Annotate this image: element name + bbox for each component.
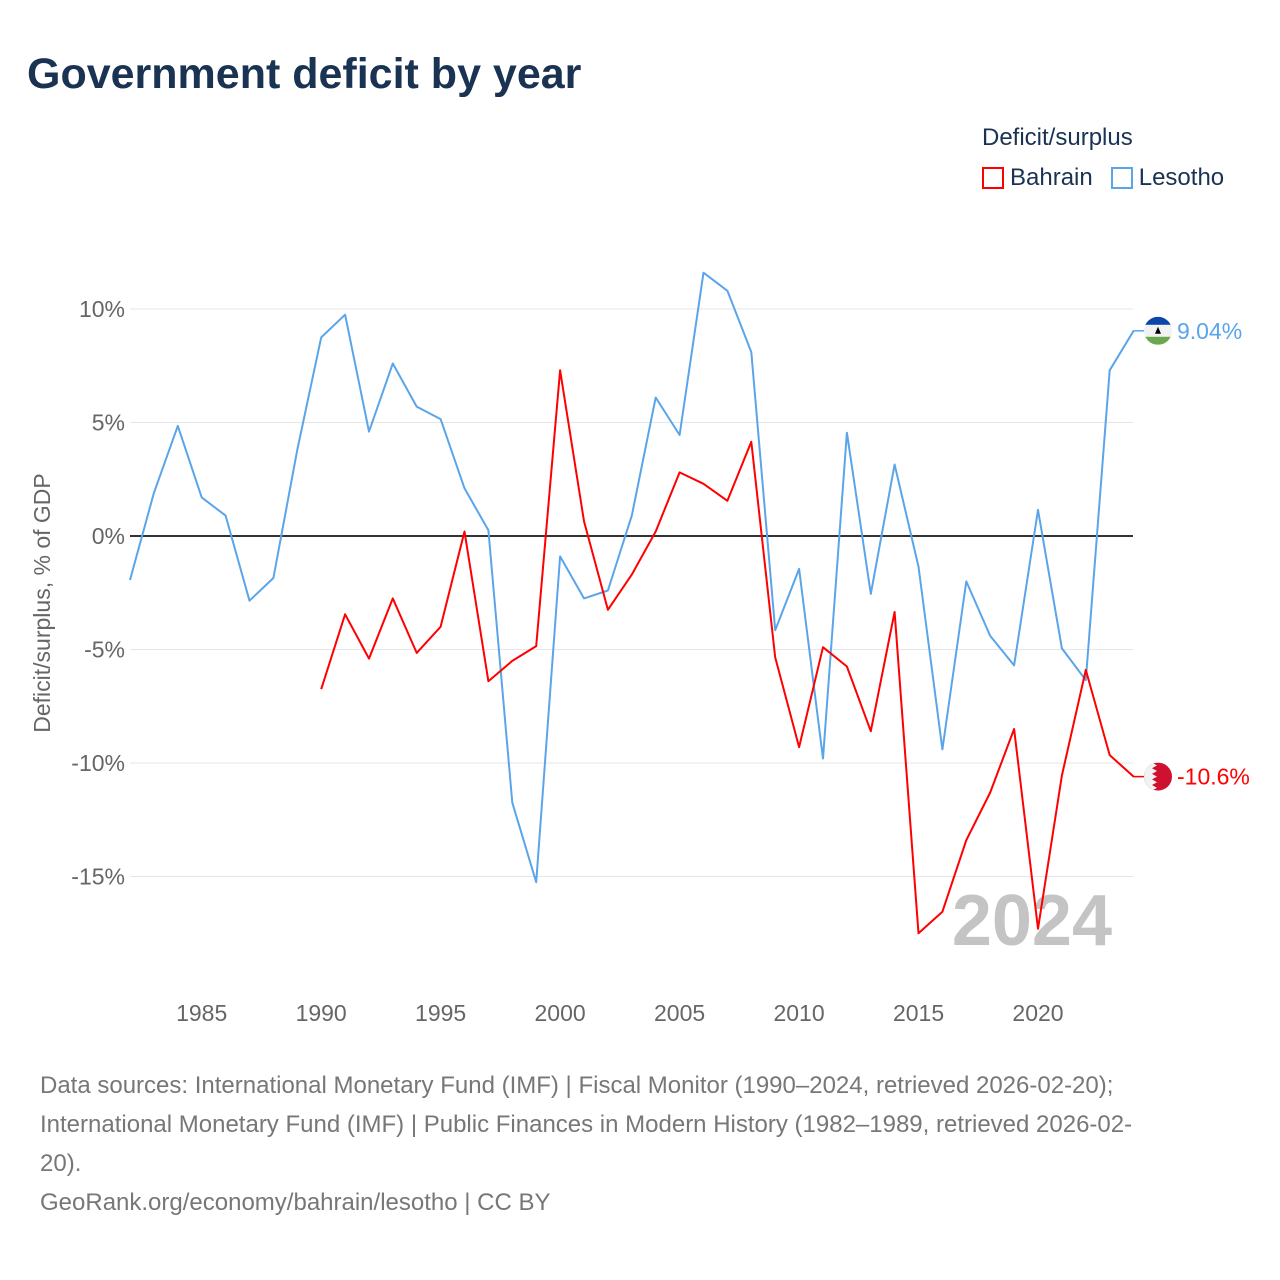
y-tick-label: 0% (92, 523, 125, 549)
x-tick-label: 2020 (1012, 1000, 1063, 1026)
x-tick-label: 2005 (654, 1000, 705, 1026)
flag-blue (1144, 316, 1172, 325)
source-line: Data sources: International Monetary Fun… (40, 1072, 1114, 1099)
x-tick-label: 2000 (535, 1000, 586, 1026)
y-axis-label: Deficit/surplus, % of GDP (29, 473, 55, 732)
series-line-lesotho (129, 271, 1135, 884)
end-value-label-lesotho: 9.04% (1177, 318, 1242, 344)
lesotho-flag-icon (1144, 316, 1172, 345)
legend-label-lesotho: Lesotho (1138, 164, 1225, 191)
end-value-label-bahrain: -10.6% (1177, 764, 1250, 790)
sources-footer: Data sources: International Monetary Fun… (40, 1066, 1240, 1222)
y-tick-label: -5% (84, 637, 125, 663)
source-link[interactable]: GeoRank.org/economy/bahrain/lesotho | CC… (40, 1189, 551, 1216)
legend-label-bahrain: Bahrain (1010, 164, 1093, 191)
legend-title: Deficit/surplus (982, 124, 1133, 151)
legend-item-lesotho[interactable]: Lesotho (1110, 164, 1225, 192)
x-tick-label: 2010 (773, 1000, 824, 1026)
x-tick-label: 1985 (176, 1000, 227, 1026)
chart-title: Government deficit by year (27, 50, 582, 98)
flag-green (1144, 336, 1172, 345)
mokorotlo-hat (1155, 326, 1161, 334)
flag-body (1144, 316, 1172, 345)
flag-body (1144, 762, 1172, 791)
source-line: 20). (40, 1150, 82, 1177)
line-chart: 10% 5% 0% -5% -10% -15% 1985 1990 1995 2000 2005 20… (29, 271, 1250, 1026)
y-tick-label: 10% (79, 296, 125, 322)
y-tick-label: 5% (92, 410, 125, 436)
legend: Deficit/surplus Bahrain Lesotho (982, 124, 1224, 192)
flag-white-serrated (1144, 762, 1157, 791)
x-tick-label: 1995 (415, 1000, 466, 1026)
y-tick-label: -10% (71, 750, 125, 776)
legend-swatch-bahrain (982, 167, 1004, 189)
legend-swatch-lesotho (1110, 167, 1133, 189)
year-watermark: 2024 (952, 881, 1112, 961)
series-line-bahrain (320, 369, 1135, 935)
y-tick-label: -15% (71, 864, 125, 890)
source-line: International Monetary Fund (IMF) | Publ… (40, 1111, 1133, 1138)
bahrain-flag-icon (1144, 762, 1172, 791)
x-tick-label: 2015 (893, 1000, 944, 1026)
x-tick-label: 1990 (296, 1000, 347, 1026)
legend-item-bahrain[interactable]: Bahrain (982, 164, 1093, 192)
